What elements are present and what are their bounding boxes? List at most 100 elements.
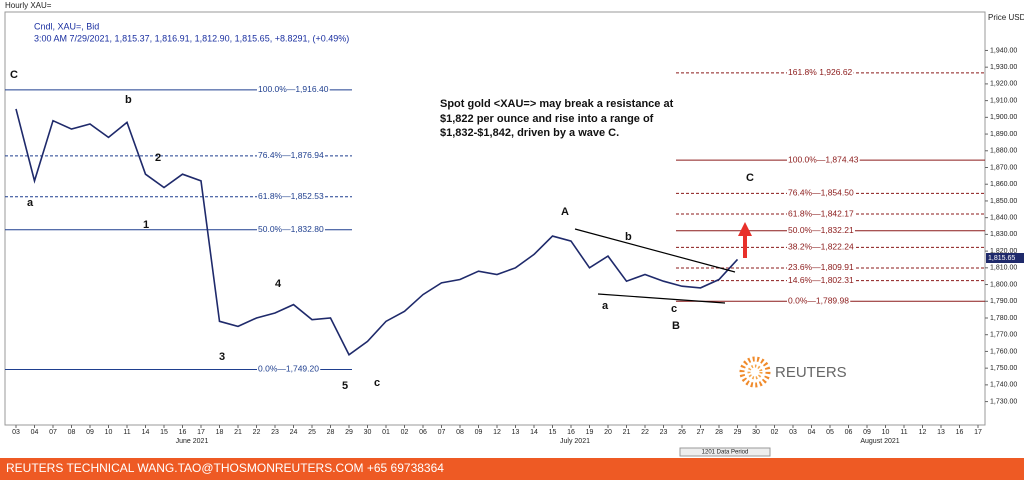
y-tick-label: 1,790.00 [990, 298, 1017, 305]
wave-label: c [374, 377, 380, 389]
y-tick-label: 1,870.00 [990, 164, 1017, 171]
fib-label: 61.8%—1,842.17 [788, 208, 854, 218]
x-tick-label: 29 [345, 429, 353, 436]
wave-label: 3 [219, 351, 225, 363]
x-tick-label: 24 [290, 429, 298, 436]
x-tick-label: 26 [678, 429, 686, 436]
wave-label: 4 [275, 278, 282, 290]
x-tick-label: 16 [956, 429, 964, 436]
x-tick-label: 25 [308, 429, 316, 436]
x-tick-label: 11 [900, 429, 907, 436]
x-tick-label: 10 [105, 429, 113, 436]
fib-label-bg [787, 67, 854, 78]
x-tick-label: 07 [438, 429, 446, 436]
y-tick-label: 1,860.00 [990, 181, 1017, 188]
x-tick-label: 13 [512, 429, 520, 436]
x-tick-label: 17 [197, 429, 205, 436]
x-tick-label: 04 [31, 429, 39, 436]
y-tick-label: 1,770.00 [990, 332, 1017, 339]
wave-label: a [602, 300, 609, 312]
fib-label-bg [257, 363, 321, 374]
x-tick-label: 12 [493, 429, 501, 436]
x-tick-label: 22 [641, 429, 649, 436]
logo-mark [739, 356, 771, 388]
x-tick-label: 29 [734, 429, 742, 436]
x-tick-label: 14 [142, 429, 150, 436]
y-tick-label: 1,920.00 [990, 81, 1017, 88]
note-line: Spot gold <XAU=> may break a resistance … [440, 98, 674, 110]
wave-label: C [746, 172, 754, 184]
fib-label: 14.6%—1,802.31 [788, 275, 854, 285]
x-tick-label: 22 [253, 429, 261, 436]
fib-label-bg [787, 208, 855, 219]
wave-label: c [671, 303, 677, 315]
price-tag [986, 253, 1024, 263]
price-tag-label: 1,815.65 [988, 255, 1015, 262]
x-tick-label: 06 [845, 429, 853, 436]
month-label: July 2021 [560, 438, 590, 445]
x-tick-label: 05 [826, 429, 834, 436]
note-line: $1,832-$1,842, driven by a wave C. [440, 127, 619, 139]
y-tick-label: 1,760.00 [990, 348, 1017, 355]
logo-mark [747, 364, 763, 380]
trendline [597, 293, 726, 304]
wave-label: A [561, 206, 569, 218]
x-tick-label: 02 [771, 429, 779, 436]
x-tick-label: 21 [234, 429, 242, 436]
x-tick-label: 27 [697, 429, 705, 436]
fib-label: 50.0%—1,832.21 [788, 225, 854, 235]
x-tick-label: 07 [49, 429, 57, 436]
fib-label: 76.4%—1,854.50 [788, 188, 854, 198]
fib-label: 76.4%—1,876.94 [258, 150, 324, 160]
x-tick-label: 23 [660, 429, 668, 436]
x-tick-label: 21 [623, 429, 631, 436]
fib-label: 161.8% 1,926.62 [788, 67, 853, 77]
x-tick-label: 02 [401, 429, 409, 436]
y-tick-label: 1,940.00 [990, 47, 1017, 54]
x-tick-label: 06 [419, 429, 427, 436]
y-tick-label: 1,880.00 [990, 148, 1017, 155]
x-tick-label: 16 [567, 429, 575, 436]
wave-label: 1 [143, 219, 149, 231]
x-tick-label: 04 [808, 429, 816, 436]
x-tick-label: 08 [68, 429, 76, 436]
y-tick-label: 1,730.00 [990, 398, 1017, 405]
x-tick-label: 08 [456, 429, 464, 436]
fib-label: 100.0%—1,916.40 [258, 84, 329, 94]
fib-label-bg [787, 224, 855, 235]
quote: 3:00 AM 7/29/2021, 1,815.37, 1,816.91, 1… [34, 33, 349, 43]
fib-label: 0.0%—1,749.20 [258, 364, 319, 374]
data-period-box [679, 447, 771, 457]
x-tick-label: 03 [12, 429, 20, 436]
fib-label-bg [257, 223, 325, 234]
wave-label: 2 [155, 152, 161, 164]
wave-label: 5 [342, 380, 348, 392]
y-tick-label: 1,810.00 [990, 265, 1017, 272]
y-tick-label: 1,910.00 [990, 97, 1017, 104]
fib-label-bg [257, 84, 330, 95]
month-label: August 2021 [860, 438, 899, 445]
y-tick-label: 1,750.00 [990, 365, 1017, 372]
x-tick-label: 12 [919, 429, 927, 436]
footer: REUTERS TECHNICAL WANG.TAO@THOSMONREUTER… [6, 461, 444, 475]
x-tick-label: 19 [586, 429, 594, 436]
footer-bar [0, 458, 1024, 480]
arrow-head [738, 222, 752, 236]
fib-label: 23.6%—1,809.91 [788, 262, 854, 272]
fib-label-bg [787, 241, 855, 252]
x-tick-label: 01 [382, 429, 390, 436]
y-tick-label: 1,890.00 [990, 131, 1017, 138]
y-tick-label: 1,800.00 [990, 281, 1017, 288]
wave-label: C [10, 69, 18, 81]
x-tick-label: 15 [549, 429, 557, 436]
wave-label: b [125, 94, 132, 106]
fib-label: 50.0%—1,832.80 [258, 224, 324, 234]
fib-label-bg [787, 274, 855, 285]
wave-label: B [672, 320, 680, 332]
data-period: 1201 Data Period [702, 450, 749, 456]
y-tick-label: 1,900.00 [990, 114, 1017, 121]
fib-label-bg [787, 154, 860, 165]
y-tick-label: 1,740.00 [990, 382, 1017, 389]
x-tick-label: 09 [86, 429, 94, 436]
